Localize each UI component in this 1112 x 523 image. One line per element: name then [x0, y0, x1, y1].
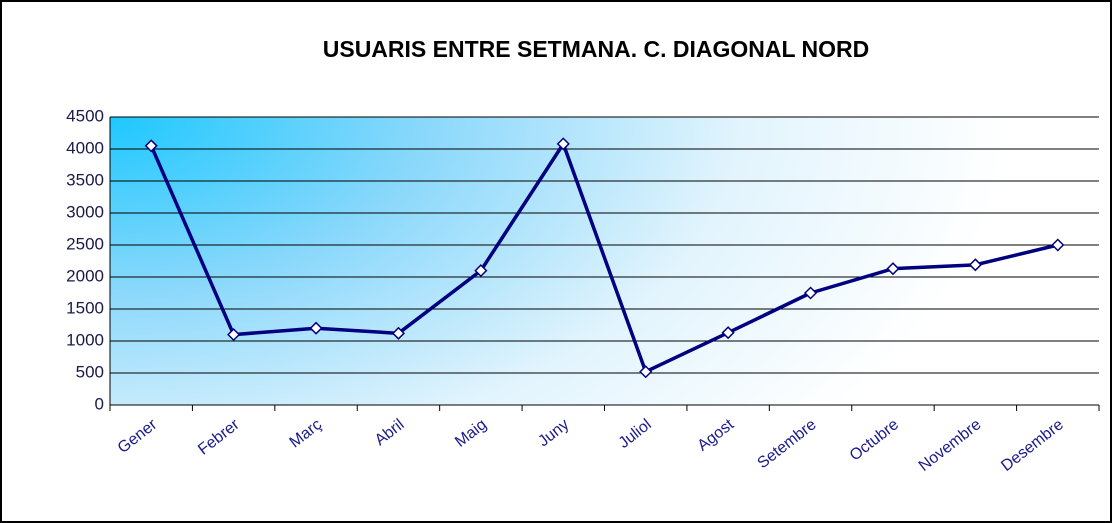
marker: [968, 258, 982, 272]
marker: [721, 326, 735, 340]
y-tick-label: 2000: [66, 266, 104, 285]
marker: [309, 321, 323, 335]
y-tick-label: 4500: [66, 106, 104, 125]
marker: [1051, 238, 1065, 252]
marker: [144, 139, 158, 153]
y-tick-label: 4000: [66, 138, 104, 157]
marker: [391, 326, 406, 340]
marker: [474, 264, 488, 278]
y-tick-label: 1000: [66, 330, 104, 349]
y-tick-label: 3000: [66, 202, 104, 221]
marker: [639, 365, 653, 379]
y-tick-label: 500: [76, 362, 104, 381]
marker: [227, 328, 241, 342]
y-tick-label: 0: [95, 394, 104, 413]
y-tick-label: 1500: [66, 298, 104, 317]
marker: [886, 262, 900, 276]
y-tick-label: 2500: [66, 234, 104, 253]
line: [149, 142, 1059, 374]
marker: [556, 137, 570, 151]
marker: [803, 286, 818, 300]
chart-title: USUARIS ENTRE SETMANA. C. DIAGONAL NORD: [323, 36, 870, 62]
y-tick-label: 3500: [66, 170, 104, 189]
